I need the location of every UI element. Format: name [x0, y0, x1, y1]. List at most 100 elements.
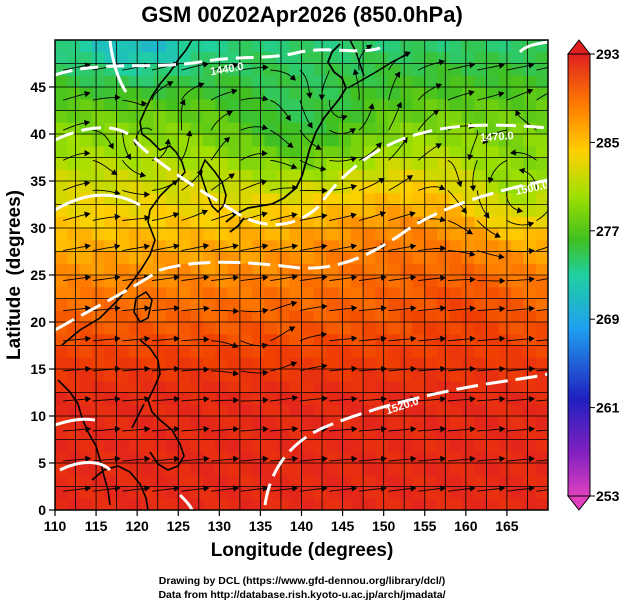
- heat-cell: [412, 228, 426, 241]
- heat-cell: [301, 239, 315, 253]
- heat-cell: [252, 427, 266, 441]
- heat-cell: [535, 134, 548, 147]
- heat-cell: [363, 392, 376, 405]
- wind-arrowhead: [469, 305, 476, 312]
- streamline: [472, 160, 478, 191]
- heat-cell: [55, 310, 68, 323]
- heat-cell: [202, 122, 216, 135]
- heat-cell: [313, 251, 327, 264]
- heat-cell: [486, 474, 500, 488]
- heat-cell: [486, 192, 500, 206]
- wind-arrowhead: [144, 395, 151, 403]
- heat-cell: [289, 134, 303, 147]
- heat-cell: [461, 474, 475, 488]
- heat-cell: [326, 275, 340, 288]
- heat-cell: [424, 228, 438, 241]
- wind-arrowhead: [114, 274, 121, 281]
- wind-arrowhead: [173, 305, 180, 312]
- heat-cell: [92, 392, 105, 405]
- heat-cell: [474, 345, 487, 358]
- coastline-indochina: [57, 379, 111, 506]
- streamline: [536, 92, 548, 101]
- wind-arrowhead: [406, 175, 414, 181]
- credit-dcl: Drawing by DCL (https://www.gfd-dennou.o…: [159, 575, 445, 587]
- heat-cell: [92, 216, 105, 229]
- wind-arrowhead: [351, 425, 358, 433]
- streamline: [536, 459, 548, 462]
- heat-cell: [79, 439, 93, 452]
- heat-cell: [165, 286, 179, 300]
- wind-arrowhead: [321, 274, 328, 281]
- heat-cell: [498, 275, 512, 288]
- heat-cell: [412, 181, 426, 194]
- heat-cell: [92, 404, 105, 417]
- heat-cell: [498, 369, 512, 382]
- heat-cell: [92, 345, 105, 358]
- heat-cell: [79, 169, 93, 182]
- heat-cell: [338, 63, 352, 76]
- heat-cell: [535, 228, 548, 241]
- streamline: [388, 137, 408, 161]
- heat-cell: [104, 251, 118, 264]
- heat-cell: [449, 75, 463, 88]
- heat-cell: [400, 239, 413, 253]
- heat-cell: [326, 345, 340, 358]
- heat-cell: [252, 392, 266, 405]
- heat-cell: [79, 369, 93, 382]
- heat-cell: [92, 439, 105, 452]
- heat-cell: [264, 228, 278, 241]
- heat-cell: [523, 380, 537, 394]
- heat-cell: [67, 181, 81, 194]
- heat-cell: [511, 216, 524, 229]
- heat-cell: [461, 216, 475, 229]
- heat-cell: [449, 63, 463, 76]
- heat-cell: [437, 216, 450, 229]
- heat-cell: [264, 404, 278, 417]
- heat-cell: [363, 486, 376, 499]
- heat-cell: [239, 192, 253, 206]
- heat-cell: [55, 439, 68, 452]
- heat-cell: [79, 228, 93, 241]
- heat-cell: [313, 310, 327, 323]
- heat-cell: [326, 392, 340, 405]
- heat-cell: [301, 169, 315, 182]
- heat-cell: [400, 369, 413, 382]
- heat-cell: [350, 239, 364, 253]
- heat-cell: [239, 357, 253, 370]
- wind-arrowhead: [84, 274, 92, 281]
- heat-cell: [535, 369, 548, 382]
- heat-cell: [511, 228, 524, 241]
- heat-cell: [424, 263, 438, 276]
- wind-arrowhead: [173, 425, 180, 433]
- heat-cell: [350, 463, 364, 476]
- heat-cell: [165, 192, 179, 206]
- heat-cell: [486, 75, 500, 88]
- heat-cell: [215, 63, 229, 76]
- wind-arrowhead: [381, 425, 388, 433]
- heat-cell: [338, 451, 352, 464]
- heat-cell: [128, 263, 142, 276]
- heat-cell: [424, 298, 438, 311]
- heat-cell: [301, 380, 315, 394]
- heat-cell: [313, 439, 327, 452]
- heat-cell: [412, 110, 426, 123]
- heat-cell: [202, 98, 216, 112]
- heat-cell: [227, 310, 241, 323]
- heat-cell: [128, 380, 142, 394]
- heat-cell: [128, 181, 142, 194]
- heat-cell: [375, 110, 389, 123]
- wind-arrowhead: [528, 248, 535, 255]
- heat-cell: [190, 40, 204, 53]
- heat-cell: [412, 333, 426, 347]
- heat-cell: [400, 498, 413, 510]
- heat-cell: [437, 416, 450, 429]
- heat-cell: [141, 75, 155, 88]
- colorbar-tick-label: 293: [596, 46, 619, 62]
- heat-cell: [276, 98, 290, 112]
- heat-cell: [400, 427, 413, 441]
- heat-cell: [461, 157, 475, 170]
- heat-cell: [276, 87, 290, 100]
- heat-cell: [92, 87, 105, 100]
- heat-cell: [424, 157, 438, 170]
